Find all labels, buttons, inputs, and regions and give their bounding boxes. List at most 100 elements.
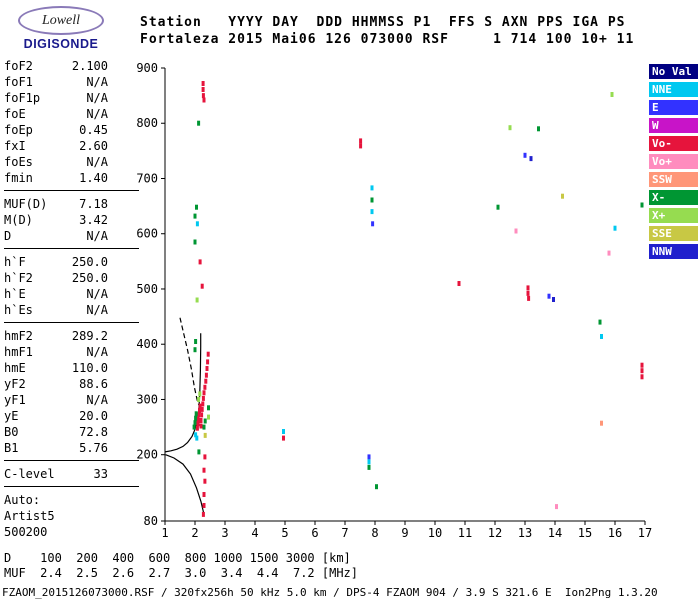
profile-curve-solid [165, 454, 205, 515]
echo-point [202, 97, 206, 103]
echo-point [547, 293, 551, 299]
logo-digisonde-text: DIGISONDE [23, 37, 99, 51]
echo-point [367, 454, 371, 460]
y-axis-tick-label: 800 [136, 116, 158, 130]
y-axis-tick-label: 700 [136, 171, 158, 185]
echo-point [537, 126, 540, 132]
param-label: C-level [4, 467, 55, 481]
d-distance-scale-line: D 100 200 400 600 800 1000 1500 3000 [km… [4, 551, 351, 565]
echo-point [206, 359, 210, 365]
x-axis-tick-label: 1 [161, 526, 168, 540]
file-info-line: FZAOM_2015126073000.RSF / 320fx256h 50 k… [2, 586, 658, 599]
param-label: hmE [4, 361, 26, 375]
y-axis-tick-label: 200 [136, 448, 158, 462]
echo-point [193, 420, 197, 426]
echo-point [371, 221, 375, 227]
echo-point [552, 297, 555, 302]
echo-point [203, 432, 207, 438]
param-label: foF1 [4, 75, 33, 89]
echo-point [203, 454, 207, 460]
echo-point [192, 424, 196, 430]
param-value: N/A [86, 229, 108, 243]
echo-point [359, 138, 363, 144]
param-label: h`F2 [4, 271, 33, 285]
param-row-foe: foE N/A [4, 106, 108, 122]
echo-point [193, 213, 197, 219]
legend-item-x-: X- [649, 190, 698, 205]
x-axis-tick-label: 15 [578, 526, 592, 540]
echo-point [200, 406, 204, 412]
param-value: N/A [86, 91, 108, 105]
echo-point [195, 297, 199, 303]
legend-item-w: W [649, 118, 698, 133]
echo-point [202, 503, 206, 508]
param-row-hmf2: hmF2 289.2 [4, 328, 108, 344]
muf-scale-line: MUF 2.4 2.5 2.6 2.7 3.0 3.4 4.4 7.2 [MHz… [4, 566, 359, 580]
legend-item-e: E [649, 100, 698, 115]
x-axis-tick-label: 14 [548, 526, 562, 540]
param-value: 72.8 [79, 425, 108, 439]
echo-point [196, 416, 200, 422]
echo-point [200, 283, 204, 289]
param-value: N/A [86, 287, 108, 301]
param-value: 20.0 [79, 409, 108, 423]
param-row-fmin: fmin 1.40 [4, 170, 108, 186]
echo-point [195, 435, 199, 441]
plot-axes: 1 2 3 4 5 6 7 8 9 10 11 12 13 14 15 16 17900800700600500… [136, 61, 652, 540]
param-value: 3.42 [79, 213, 108, 227]
param-row-foes: foEs N/A [4, 154, 108, 170]
param-label: h`Es [4, 303, 33, 317]
echo-point [600, 334, 603, 339]
echo-point [202, 390, 206, 396]
param-value: N/A [86, 303, 108, 317]
echo-point [200, 412, 204, 418]
y-axis-tick-label: 600 [136, 227, 158, 241]
param-row-500200: 500200 [4, 524, 108, 540]
legend-item-ssw: SSW [649, 172, 698, 187]
echo-point [282, 435, 285, 441]
y-axis-tick-label: 80 [144, 514, 158, 528]
profile-curves [164, 317, 205, 515]
legend-item-nne: NNE [649, 82, 698, 97]
param-label: foF2 [4, 59, 33, 73]
param-row-foep: foEp 0.45 [4, 122, 108, 138]
param-group: C-level 33 [4, 460, 139, 486]
echo-point [198, 408, 201, 413]
echo-point [204, 378, 208, 384]
legend-item-vo-: Vo- [649, 136, 698, 151]
param-row-yf1: yF1 N/A [4, 392, 108, 408]
param-row-b1: B1 5.76 [4, 440, 108, 456]
echo-point [198, 391, 202, 397]
param-row-clevel: C-level 33 [4, 466, 108, 482]
echo-point [197, 397, 201, 402]
x-axis-tick-label: 13 [518, 526, 532, 540]
param-row-hes: h`Es N/A [4, 302, 108, 318]
profile-curve-solid [164, 333, 202, 453]
y-axis-tick-label: 300 [136, 392, 158, 406]
echo-point [201, 511, 205, 517]
echo-point [367, 459, 371, 465]
lowell-digisonde-logo: Lowell DIGISONDE [8, 6, 114, 51]
param-label: yE [4, 409, 19, 423]
param-label: yF1 [4, 393, 26, 407]
echo-point [199, 418, 203, 423]
x-axis-tick-label: 11 [458, 526, 472, 540]
param-label: 500200 [4, 525, 48, 539]
echo-point [202, 467, 206, 473]
param-label: fmin [4, 171, 33, 185]
echo-point [370, 197, 374, 203]
param-row-hf: h`F 250.0 [4, 254, 108, 270]
param-value: N/A [86, 107, 108, 121]
y-axis-tick-label: 500 [136, 282, 158, 296]
param-label: B1 [4, 441, 19, 455]
param-row-he: h`E N/A [4, 286, 108, 302]
x-axis-tick-label: 6 [311, 526, 318, 540]
x-axis-tick-label: 4 [251, 526, 258, 540]
param-row-auto: Auto: [4, 492, 108, 508]
param-value: 110.0 [71, 361, 108, 375]
param-label: h`F [4, 255, 26, 269]
echo-point [640, 202, 644, 208]
x-axis-tick-label: 8 [371, 526, 378, 540]
echo-point [282, 429, 285, 434]
legend-item-vo+: Vo+ [649, 154, 698, 169]
